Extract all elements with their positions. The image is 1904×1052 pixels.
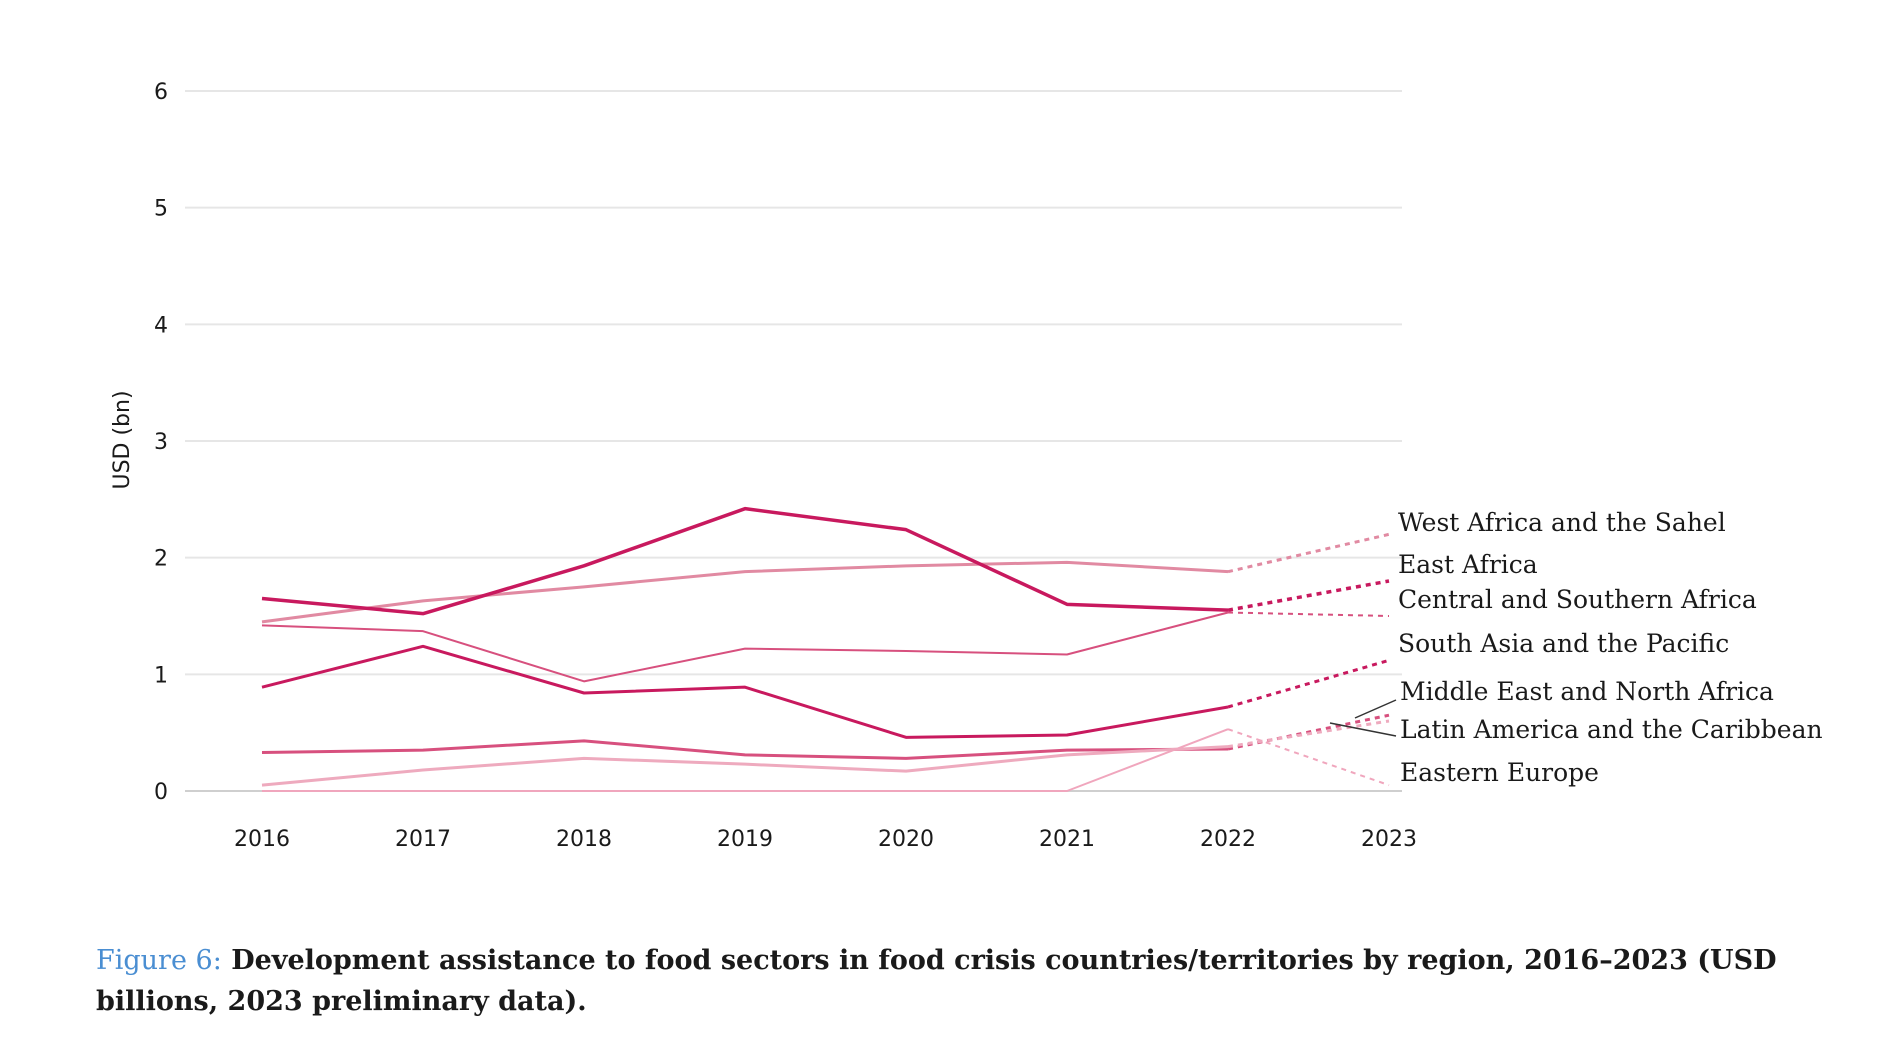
label-south-asia-pacific: South Asia and the Pacific [1398,629,1729,658]
y-tick-label: 2 [154,547,168,572]
line-chart: 0 1 2 3 4 5 6 2016 2017 2018 2019 2020 2021 2022 2023… [110,80,1823,852]
series-line-south-asia-and-the-pacific [261,644,1229,739]
x-tick-label: 2022 [1200,827,1256,852]
figure-caption-text: Development assistance to food sectors i… [96,945,1777,1017]
y-tick-label: 6 [154,80,168,105]
series-dashed-latin-america-and-the-caribbean [1227,719,1390,749]
series-dashed-central-and-southern-africa [1227,611,1390,617]
y-tick-label: 5 [154,197,168,222]
y-axis-ticks: 0 1 2 3 4 5 6 [154,80,168,805]
latam-leader-line [1329,722,1397,737]
x-tick-label: 2017 [395,827,451,852]
series-line-middle-east-and-north-africa [261,739,1229,760]
y-tick-label: 3 [154,430,168,455]
x-tick-label: 2018 [556,827,612,852]
series-line-central-and-southern-africa [261,611,1229,683]
x-tick-label: 2016 [234,827,290,852]
y-axis-label: USD (bn) [110,390,135,489]
series-line-east-africa [261,506,1229,616]
mena-leader-line [1354,699,1397,719]
figure-number: Figure 6: [96,945,222,976]
x-tick-label: 2021 [1039,827,1095,852]
figure-caption: Figure 6: Development assistance to food… [96,940,1796,1022]
y-tick-label: 1 [154,663,168,688]
series-dashed-east-africa [1227,579,1390,612]
series-line-latin-america-and-the-caribbean [261,745,1229,787]
gridlines [185,90,1402,792]
x-tick-label: 2020 [878,827,934,852]
x-axis-ticks: 2016 2017 2018 2019 2020 2021 2022 2023 [234,827,1417,852]
series-line-eastern-europe [262,728,1229,792]
label-latin-america-caribbean: Latin America and the Caribbean [1400,715,1823,744]
series-dashed-south-asia-and-the-pacific [1227,658,1390,709]
y-tick-label: 4 [154,313,168,338]
series-dashed-middle-east-and-north-africa [1227,713,1390,751]
x-tick-label: 2019 [717,827,773,852]
x-tick-label: 2023 [1361,827,1417,852]
label-east-africa: East Africa [1398,550,1538,579]
label-eastern-europe: Eastern Europe [1400,758,1599,787]
y-tick-label: 0 [154,780,168,805]
label-middle-east-north-africa: Middle East and North Africa [1400,677,1774,706]
series-dashed-west-africa-and-the-sahel [1227,532,1390,574]
series-lines [261,506,1390,792]
label-west-africa-sahel: West Africa and the Sahel [1398,508,1726,537]
series-dashed-eastern-europe [1227,728,1390,787]
label-central-southern-africa: Central and Southern Africa [1398,585,1757,614]
